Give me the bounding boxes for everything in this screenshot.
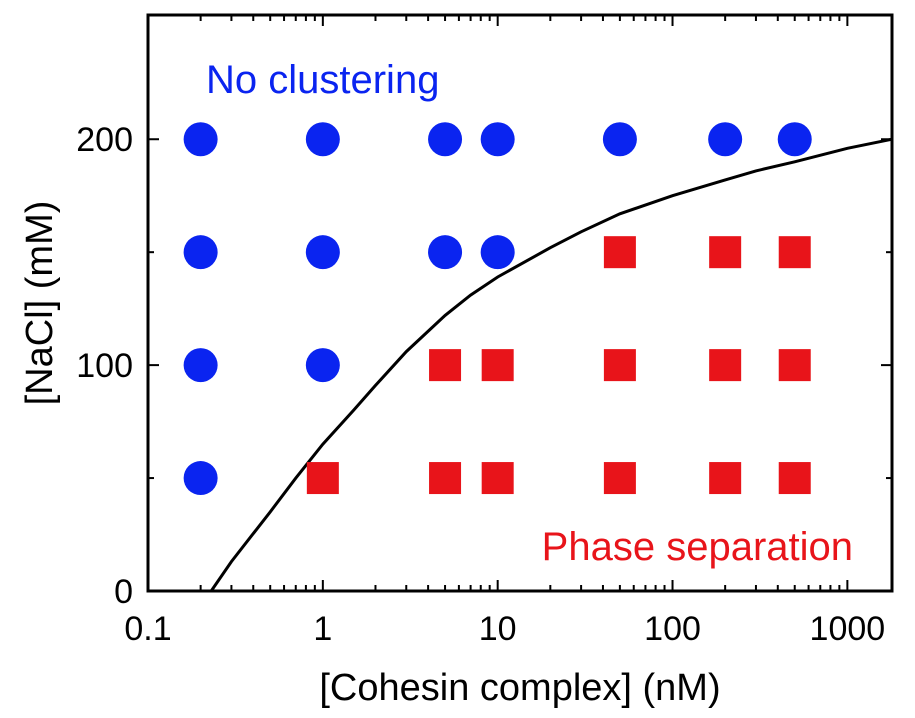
no-clustering-point <box>480 235 515 270</box>
phase-separation-point <box>778 462 811 495</box>
phase-separation-point <box>778 236 811 269</box>
y-tick-label: 0 <box>114 573 133 611</box>
phase-separation-point <box>603 236 636 269</box>
no-clustering-point <box>708 122 743 157</box>
phase-separation-point <box>429 349 462 382</box>
phase-separation-point <box>778 349 811 382</box>
no-clustering-point <box>777 122 812 157</box>
phase-separation-point <box>481 349 514 382</box>
annotation-phase-separation: Phase separation <box>542 525 853 569</box>
no-clustering-point <box>480 122 515 157</box>
phase-separation-point <box>709 462 742 495</box>
no-clustering-point <box>602 122 637 157</box>
no-clustering-point <box>183 348 218 383</box>
no-clustering-point <box>183 461 218 496</box>
tick-labels: 0.1 1 10 100 1000 0 100 200 <box>76 121 885 648</box>
annotation-no-clustering: No clustering <box>206 58 439 102</box>
x-tick-label: 1 <box>313 610 332 648</box>
phase-separation-point <box>603 349 636 382</box>
phase-separation-point <box>429 462 462 495</box>
axis-ticks <box>147 15 892 592</box>
plot-frame <box>146 13 894 593</box>
phase-separation-point <box>481 462 514 495</box>
phase-separation-point <box>709 349 742 382</box>
phase-separation-point <box>306 462 339 495</box>
y-tick-label: 200 <box>76 121 133 159</box>
phase-separation-point <box>709 236 742 269</box>
phase-boundary-curve <box>209 137 893 592</box>
no-clustering-point <box>305 235 340 270</box>
x-tick-label: 1000 <box>810 610 886 648</box>
no-clustering-point <box>305 122 340 157</box>
boundary-curve-layer <box>209 137 893 592</box>
x-tick-label: 100 <box>644 610 701 648</box>
no-clustering-point <box>183 122 218 157</box>
y-tick-label: 100 <box>76 347 133 385</box>
y-axis-title: [NaCl] (mM) <box>19 201 61 406</box>
x-tick-label: 10 <box>479 610 517 648</box>
no-clustering-point <box>428 122 463 157</box>
phase-separation-point <box>603 462 636 495</box>
no-clustering-point <box>305 348 340 383</box>
x-tick-label: 0.1 <box>124 610 171 648</box>
x-axis-title: [Cohesin complex] (nM) <box>319 667 720 709</box>
data-points <box>183 122 812 496</box>
no-clustering-point <box>428 235 463 270</box>
no-clustering-point <box>183 235 218 270</box>
